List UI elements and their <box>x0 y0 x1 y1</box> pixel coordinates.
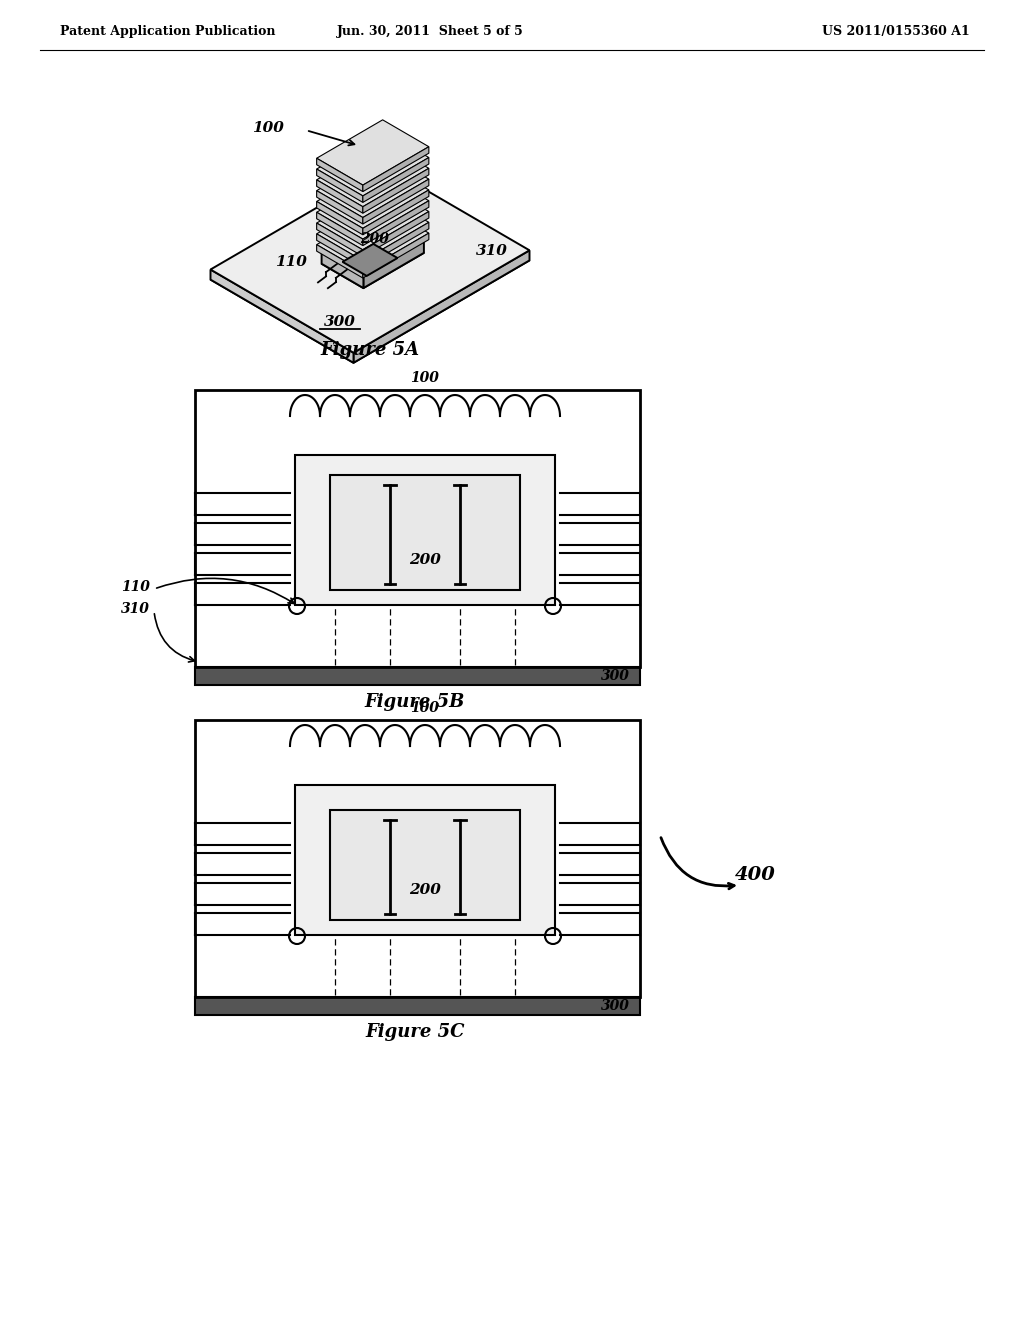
Bar <box>195 667 640 685</box>
Polygon shape <box>362 234 429 279</box>
Polygon shape <box>316 164 429 228</box>
Text: 100: 100 <box>411 371 439 385</box>
Text: 100: 100 <box>252 121 284 135</box>
Polygon shape <box>316 223 362 256</box>
Bar <box>330 810 520 920</box>
Polygon shape <box>364 240 424 288</box>
Text: Figure 5A: Figure 5A <box>321 341 420 359</box>
Text: US 2011/0155360 A1: US 2011/0155360 A1 <box>822 25 970 38</box>
Text: 100: 100 <box>411 701 439 715</box>
Bar <box>330 475 520 590</box>
Polygon shape <box>316 244 362 279</box>
Polygon shape <box>316 234 362 267</box>
Polygon shape <box>316 131 429 195</box>
Polygon shape <box>342 244 397 276</box>
Polygon shape <box>316 185 429 249</box>
Text: 300: 300 <box>324 315 356 329</box>
Polygon shape <box>322 228 424 288</box>
Text: Figure 5C: Figure 5C <box>366 1023 465 1041</box>
Polygon shape <box>316 180 362 214</box>
Text: 110: 110 <box>275 255 307 269</box>
Text: 400: 400 <box>734 866 775 884</box>
Polygon shape <box>316 174 429 239</box>
Polygon shape <box>316 213 362 246</box>
Polygon shape <box>362 147 429 191</box>
Polygon shape <box>211 177 529 363</box>
Polygon shape <box>362 169 429 214</box>
Polygon shape <box>362 190 429 235</box>
Text: 110: 110 <box>121 579 150 594</box>
Polygon shape <box>316 206 429 272</box>
Bar <box>295 455 555 605</box>
Polygon shape <box>316 152 429 218</box>
Text: 310: 310 <box>121 602 150 616</box>
Text: 300: 300 <box>601 669 630 682</box>
Polygon shape <box>353 251 529 363</box>
Text: Patent Application Publication: Patent Application Publication <box>60 25 275 38</box>
Bar <box>195 389 640 667</box>
Polygon shape <box>322 215 424 275</box>
Text: 300: 300 <box>601 999 630 1012</box>
Text: Jun. 30, 2011  Sheet 5 of 5: Jun. 30, 2011 Sheet 5 of 5 <box>337 25 523 38</box>
Polygon shape <box>362 211 429 256</box>
Polygon shape <box>316 190 362 224</box>
Polygon shape <box>316 158 362 191</box>
Bar <box>295 785 555 935</box>
Polygon shape <box>362 157 429 202</box>
Text: Figure 5B: Figure 5B <box>365 693 465 711</box>
Polygon shape <box>362 222 429 267</box>
Polygon shape <box>322 251 364 288</box>
Bar <box>195 997 640 1015</box>
Polygon shape <box>211 168 529 352</box>
Polygon shape <box>316 202 362 235</box>
Polygon shape <box>316 195 429 261</box>
Text: 200: 200 <box>409 553 441 568</box>
Bar <box>195 719 640 997</box>
Text: 200: 200 <box>409 883 441 898</box>
Polygon shape <box>211 269 353 363</box>
Text: 200: 200 <box>360 232 389 247</box>
Polygon shape <box>316 120 429 185</box>
Text: 310: 310 <box>475 244 507 257</box>
Polygon shape <box>362 201 429 246</box>
Polygon shape <box>316 141 429 207</box>
Polygon shape <box>316 169 362 202</box>
Polygon shape <box>362 180 429 224</box>
